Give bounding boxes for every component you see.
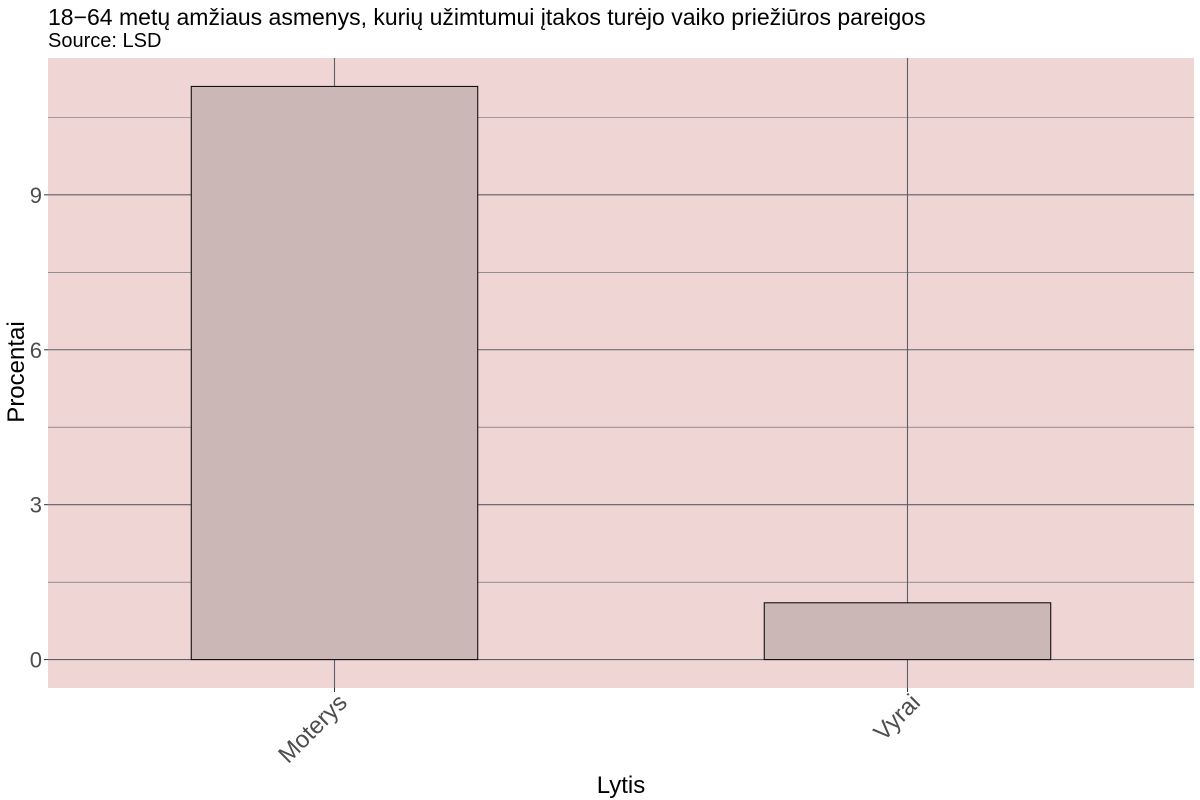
chart-title: 18−64 metų amžiaus asmenys, kurių užimtu… bbox=[48, 4, 926, 30]
y-tick-label: 9 bbox=[30, 183, 42, 208]
x-tick-label: Vyrai bbox=[869, 689, 926, 746]
y-axis-label: Procentai bbox=[3, 321, 30, 422]
bars bbox=[190, 85, 1052, 661]
x-axis-ticks: Moterys Vyrai bbox=[273, 688, 926, 769]
x-axis-label: Lytis bbox=[597, 772, 645, 799]
y-tick-label: 0 bbox=[30, 648, 42, 673]
y-tick-label: 3 bbox=[30, 493, 42, 518]
y-axis-ticks: 0 3 6 9 bbox=[30, 183, 48, 673]
chart-subtitle: Source: LSD bbox=[48, 30, 162, 52]
bar bbox=[763, 602, 1052, 661]
bar bbox=[190, 85, 479, 661]
x-tick-label: Moterys bbox=[273, 689, 352, 768]
y-tick-label: 6 bbox=[30, 338, 42, 363]
